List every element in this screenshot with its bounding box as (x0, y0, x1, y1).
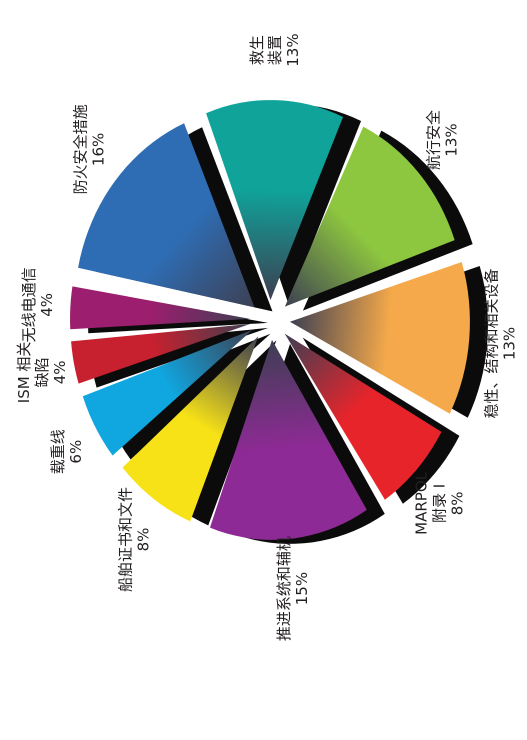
slice-label: 船舶证书和文件 8% (116, 487, 152, 592)
slice-percent-label: 4% (51, 361, 69, 385)
pie-slice (70, 286, 251, 330)
slice-category-label: 防火安全措施 (72, 104, 90, 194)
pie-slice-layer (70, 100, 470, 540)
slice-label: 推进系统和辅机 15% (275, 536, 311, 641)
slice-category-label: 救生 (248, 35, 266, 65)
slice-category-label: ISM 相关 (15, 342, 33, 404)
slice-category-label: 装置 (266, 35, 284, 65)
pie-slice (82, 329, 253, 456)
slice-label: ISM 相关 缺陷 4% (15, 342, 69, 404)
pie-slice (122, 336, 259, 522)
slice-category-label: 船舶证书和文件 (116, 487, 134, 592)
pie-slice (209, 339, 367, 540)
slice-percent-label: 4% (38, 293, 56, 317)
slice-category-label: 稳性、结构和相关设备 (483, 268, 501, 418)
slice-percent-label: 8% (134, 528, 152, 552)
pie-slice-depth (100, 333, 271, 460)
slice-percent-label: 8% (449, 492, 467, 516)
pie-slice (71, 323, 251, 384)
pie-slice (289, 262, 470, 414)
slice-percent-label: 13% (443, 123, 461, 156)
slice-percent-label: 13% (501, 327, 519, 360)
slice-label: MARPOL 附录 I 8% (413, 471, 467, 534)
slice-label: 航行安全 13% (425, 110, 461, 170)
pie-slice (284, 126, 455, 307)
slice-category-label: 载重线 (49, 429, 67, 474)
slice-percent-label: 15% (293, 572, 311, 605)
slice-category-label: 无线电通信 (20, 267, 38, 342)
slice-label: 无线电通信 4% (20, 267, 56, 342)
pie-label-layer: 救生 装置 13%航行安全 13%稳性、结构和相关设备 13%MARPOL 附录 I 8%推… (15, 33, 519, 641)
pie-slice (206, 100, 344, 301)
slice-category-label: 航行安全 (425, 110, 443, 170)
slice-label: 稳性、结构和相关设备 13% (483, 268, 519, 418)
slice-category-label: MARPOL (413, 471, 431, 534)
pie-slice (284, 333, 442, 500)
slice-category-label: 缺陷 (33, 357, 51, 387)
pie-slice (78, 123, 255, 308)
slice-percent-label: 16% (90, 133, 108, 166)
slice-label: 防火安全措施 16% (72, 104, 108, 194)
slice-category-label: 推进系统和辅机 (275, 536, 293, 641)
slice-percent-label: 6% (67, 440, 85, 464)
slice-category-label: 附录 I (431, 484, 449, 523)
slice-percent-label: 13% (284, 33, 302, 66)
slice-label: 载重线 6% (49, 429, 85, 474)
slice-label: 救生 装置 13% (248, 33, 302, 66)
